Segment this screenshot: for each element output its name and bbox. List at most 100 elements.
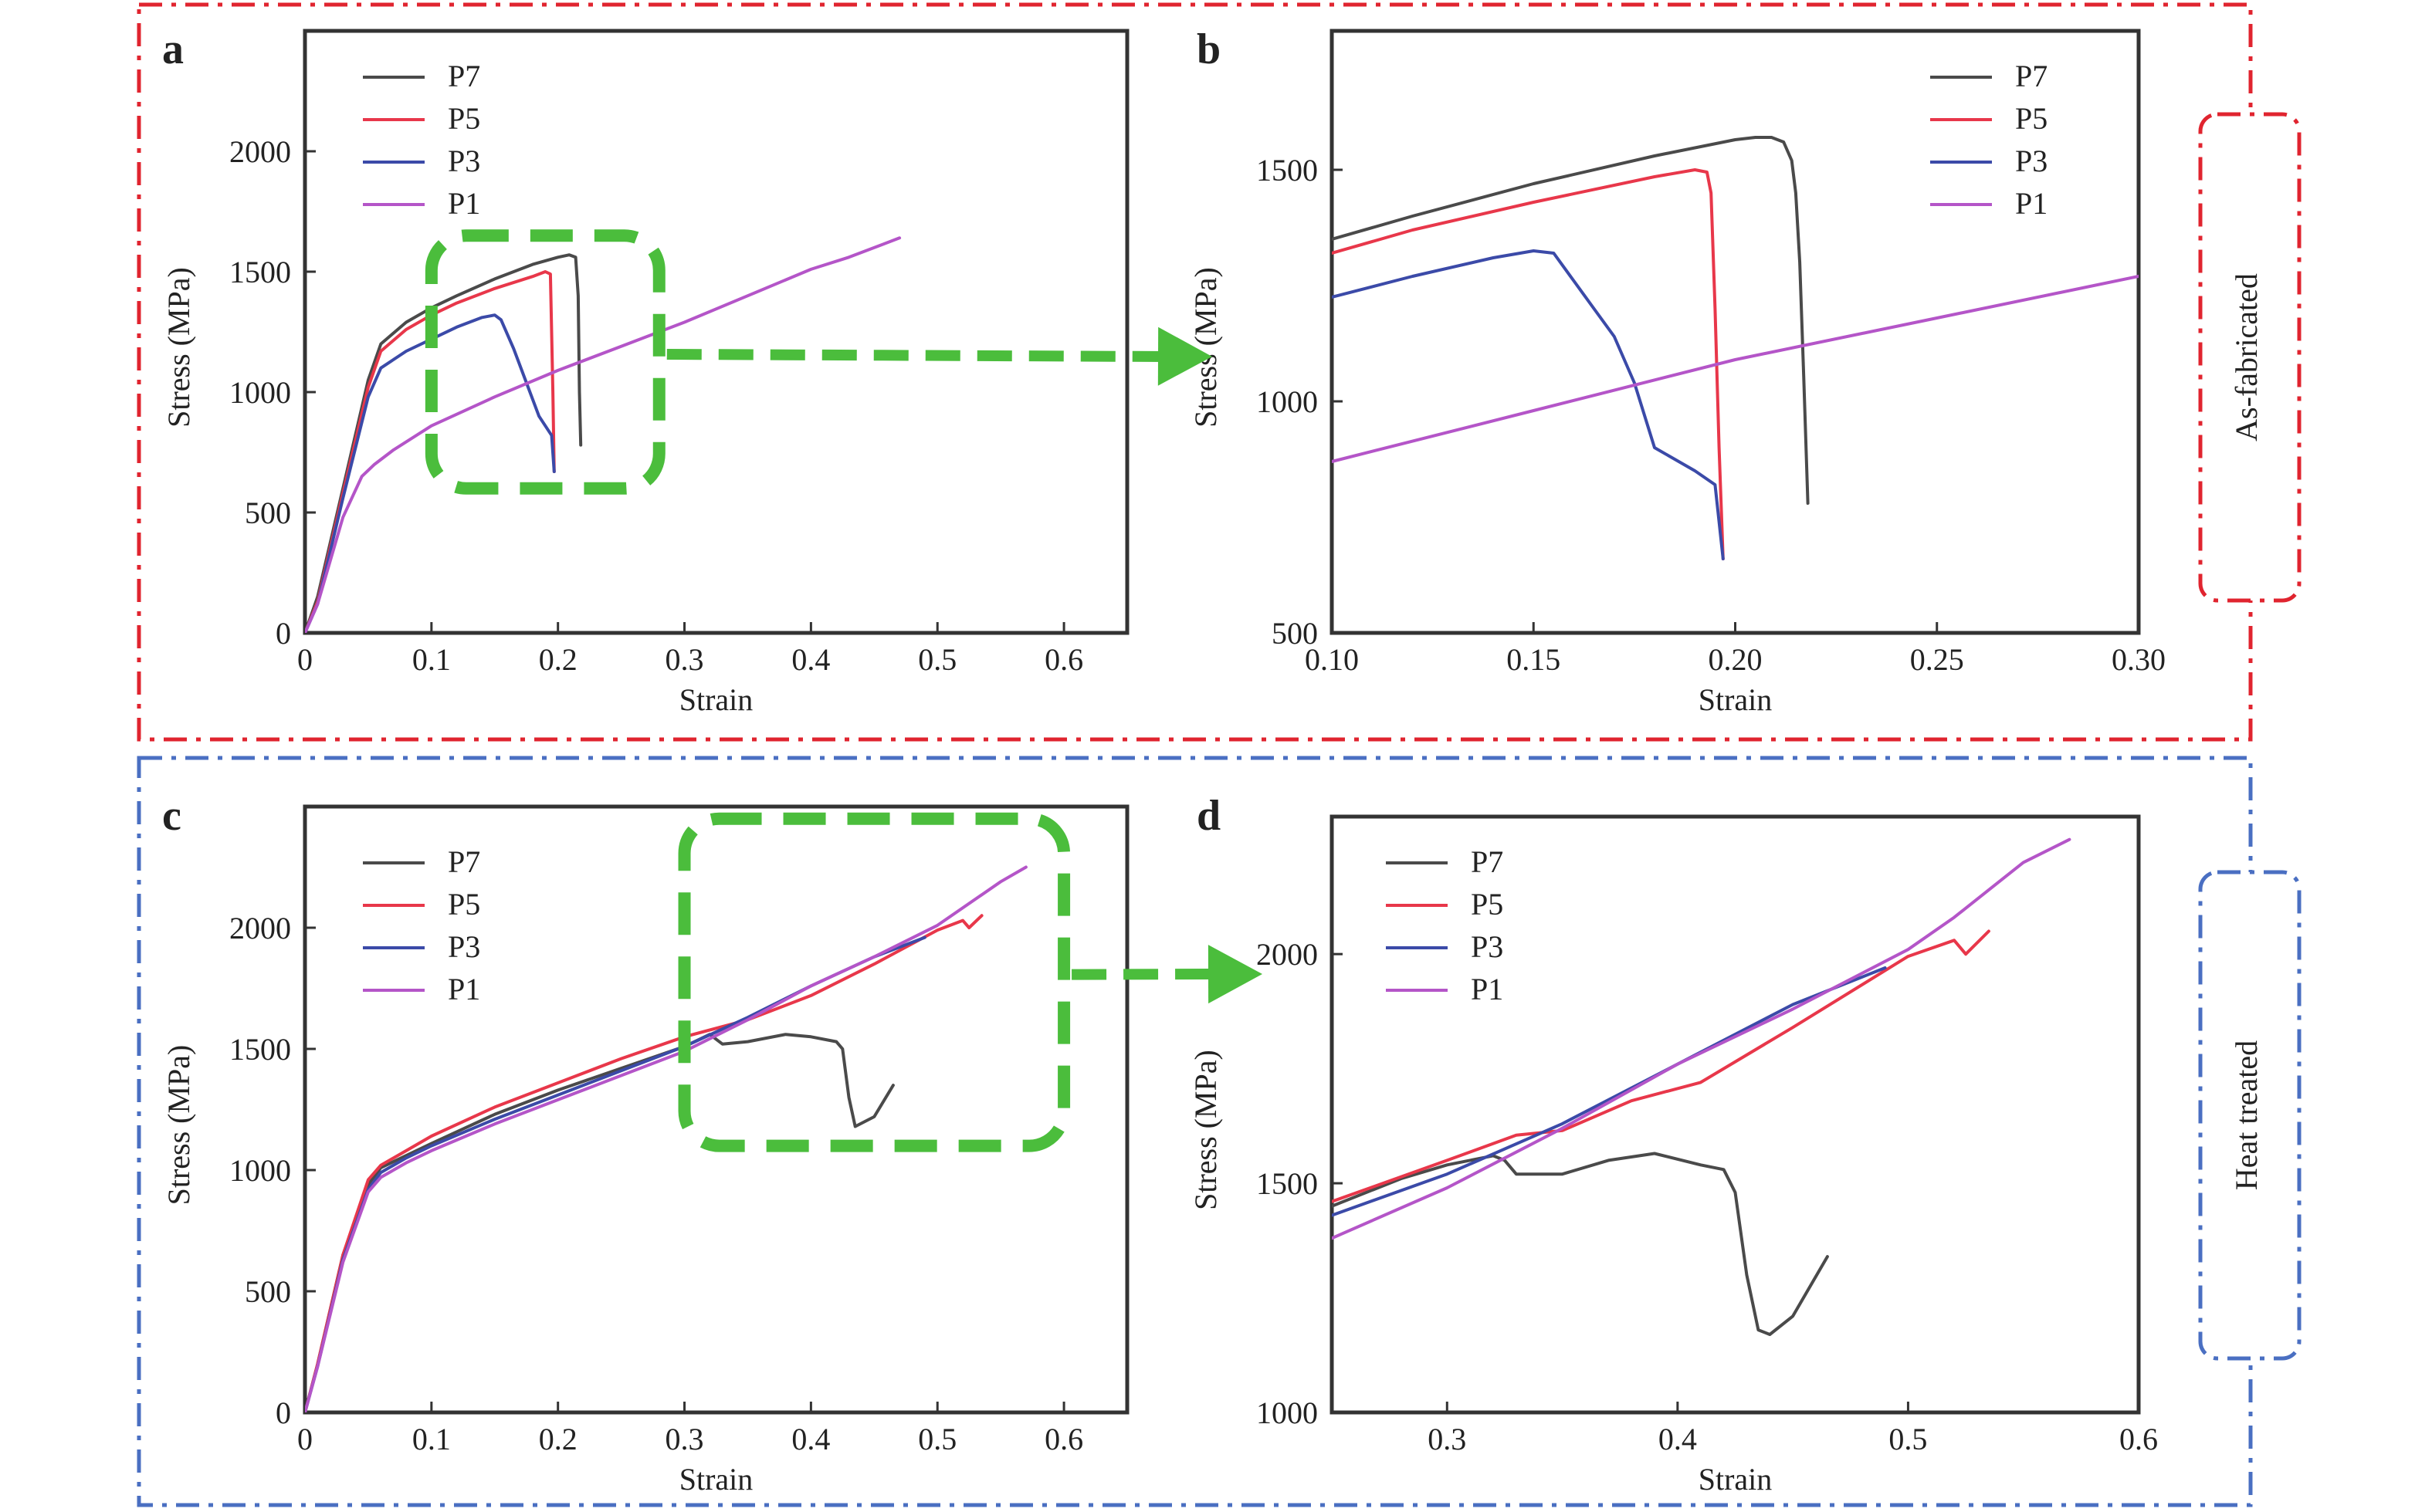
panel-a-y-tick-label: 2000 xyxy=(229,134,291,169)
panel-c-series-p7 xyxy=(305,1033,895,1412)
panel-c-x-axis-label: Strain xyxy=(679,1462,754,1497)
panel-d-x-tick-label: 0.3 xyxy=(1428,1422,1466,1456)
zoom-arrow-c-to-d-head xyxy=(1208,945,1262,1004)
panel-c-series-p5 xyxy=(305,914,984,1412)
panel-d-series-p7 xyxy=(1332,1152,1829,1336)
as-fabricated-tag-frame xyxy=(2198,112,2302,603)
panel-b-x-axis-label: Strain xyxy=(1699,682,1773,717)
panel-a-letter: a xyxy=(162,25,184,73)
zoom-arrow-a-to-b-head xyxy=(1157,326,1212,386)
panel-a-x-tick-label: 0.3 xyxy=(666,642,704,677)
panel-d-legend-label-p7: P7 xyxy=(1471,844,1503,879)
panel-c-x-tick-label: 0.1 xyxy=(412,1422,451,1456)
panel-c-y-tick-label: 0 xyxy=(276,1395,291,1430)
panel-c-series-p1 xyxy=(305,865,1028,1412)
panel-c-y-tick-label: 500 xyxy=(245,1274,291,1309)
panel-c-plot-frame xyxy=(303,804,1130,1415)
zoom-arrow-c-to-d-shaft xyxy=(1072,969,1217,980)
panel-b-letter: b xyxy=(1197,25,1221,73)
panel-c-legend-label-p3: P3 xyxy=(448,929,480,964)
panel-a-x-axis-label: Strain xyxy=(679,682,754,717)
panel-b-series-p7 xyxy=(1332,136,1810,505)
panel-d-series-p5 xyxy=(1332,929,1990,1203)
panel-b-legend-label-p3: P3 xyxy=(2015,144,2048,178)
panel-d-series-p1 xyxy=(1332,837,2071,1240)
panel-b-y-tick-label: 1000 xyxy=(1256,384,1318,419)
panel-a-x-tick-label: 0 xyxy=(297,642,313,677)
panel-c-y-axis-label: Stress (MPa) xyxy=(161,1045,196,1206)
panel-d-plot-frame xyxy=(1329,814,2141,1415)
panel-d-letter: d xyxy=(1197,792,1221,840)
panel-c-series-p3 xyxy=(305,935,926,1412)
panel-b-x-tick-label: 0.30 xyxy=(2112,642,2166,677)
as-fabricated-tag: As-fabricated xyxy=(2229,273,2264,441)
panel-b-legend-label-p7: P7 xyxy=(2015,59,2048,93)
panel-c-y-tick-label: 1000 xyxy=(229,1153,291,1188)
panel-b-y-tick-label: 1500 xyxy=(1256,153,1318,188)
panel-a-series-p1 xyxy=(305,236,902,633)
panel-d-legend-label-p3: P3 xyxy=(1471,929,1503,964)
panel-d-y-tick-label: 2000 xyxy=(1256,937,1318,972)
panel-d-x-tick-label: 0.5 xyxy=(1888,1422,1927,1456)
panel-a-x-tick-label: 0.5 xyxy=(918,642,957,677)
panel-a-legend-label-p7: P7 xyxy=(448,59,480,93)
panel-c-x-tick-label: 0.6 xyxy=(1045,1422,1083,1456)
panel-c-letter: c xyxy=(162,792,181,840)
panel-d-series-p3 xyxy=(1332,966,1887,1217)
panel-b-x-tick-label: 0.15 xyxy=(1506,642,1560,677)
panel-c-x-tick-label: 0.4 xyxy=(791,1422,830,1456)
panel-d-chart: d 0.3 0.4 0.5 0.6 1000 1500 2000 Strain Stress (M… xyxy=(1188,792,2158,1497)
heat-treated-tag: Heat treated xyxy=(2229,1040,2264,1190)
panel-a-legend-label-p3: P3 xyxy=(448,144,480,178)
panel-c-legend-label-p7: P7 xyxy=(448,844,480,879)
as-fabricated-group-frame xyxy=(137,2,2253,742)
panel-a-y-tick-label: 1000 xyxy=(229,375,291,410)
panel-a-series-p7 xyxy=(305,253,583,633)
panel-a-y-axis-label: Stress (MPa) xyxy=(161,267,196,428)
panel-d-x-tick-label: 0.4 xyxy=(1658,1422,1697,1456)
panel-b-x-tick-label: 0.20 xyxy=(1709,642,1763,677)
panel-a-zoom-box xyxy=(425,229,666,495)
zoom-arrow-a-to-b-shaft xyxy=(666,349,1167,362)
panel-d-legend-label-p1: P1 xyxy=(1471,972,1503,1006)
panel-c-x-tick-label: 0.3 xyxy=(666,1422,704,1456)
panel-a-y-tick-label: 500 xyxy=(245,496,291,530)
heat-treated-tag-frame xyxy=(2198,870,2302,1361)
heat-treated-group-frame xyxy=(137,756,2253,1507)
panel-c-x-tick-label: 0 xyxy=(297,1422,313,1456)
panel-a-chart: a 0 0.1 0.2 0.3 0.4 0.5 0.6 0 500 1000 1500 2000 Stra… xyxy=(161,25,1130,717)
panel-d-x-tick-label: 0.6 xyxy=(2119,1422,2158,1456)
panel-d-y-axis-label: Stress (MPa) xyxy=(1188,1050,1223,1210)
panel-c-legend-label-p1: P1 xyxy=(448,972,480,1006)
panel-a-plot-frame xyxy=(303,29,1130,635)
panel-b-x-tick-label: 0.25 xyxy=(1910,642,1964,677)
panel-d-y-tick-label: 1500 xyxy=(1256,1166,1318,1201)
panel-b-legend-label-p1: P1 xyxy=(2015,186,2048,221)
panel-b-x-tick-label: 0.10 xyxy=(1305,642,1359,677)
panel-a-y-tick-label: 1500 xyxy=(229,255,291,289)
panel-b-series-p3 xyxy=(1332,249,1725,560)
panel-a-x-tick-label: 0.6 xyxy=(1045,642,1083,677)
panel-c-zoom-box xyxy=(678,812,1071,1152)
panel-a-legend-label-p5: P5 xyxy=(448,101,480,136)
panel-a-x-tick-label: 0.4 xyxy=(791,642,830,677)
panel-d-x-axis-label: Strain xyxy=(1699,1462,1773,1497)
panel-a-y-tick-label: 0 xyxy=(276,616,291,651)
panel-b-series-p5 xyxy=(1332,168,1725,560)
panel-a-x-tick-label: 0.1 xyxy=(412,642,451,677)
panel-d-y-tick-label: 1000 xyxy=(1256,1395,1318,1430)
panel-b-chart: b0.10 0.15 0.20 0.25 0.3050010001500StrainSt… xyxy=(1188,25,2166,717)
panel-c-y-tick-label: 1500 xyxy=(229,1032,291,1067)
panel-b-y-tick-label: 500 xyxy=(1272,616,1318,651)
panel-a-legend-label-p1: P1 xyxy=(448,186,480,221)
panel-c-x-tick-label: 0.5 xyxy=(918,1422,957,1456)
panel-a-x-tick-label: 0.2 xyxy=(539,642,578,677)
panel-b-series-p1 xyxy=(1332,275,2139,463)
panel-d-legend-label-p5: P5 xyxy=(1471,887,1503,922)
panel-a-series-p3 xyxy=(305,313,556,633)
panel-c-y-tick-label: 2000 xyxy=(229,911,291,945)
panel-c-legend-label-p5: P5 xyxy=(448,887,480,922)
panel-c-chart: c 0 0.1 0.2 0.3 0.4 0.5 0.6 0 500 1000 1500 2000 Stra… xyxy=(161,792,1130,1497)
zoom-arrows xyxy=(666,326,1262,1004)
